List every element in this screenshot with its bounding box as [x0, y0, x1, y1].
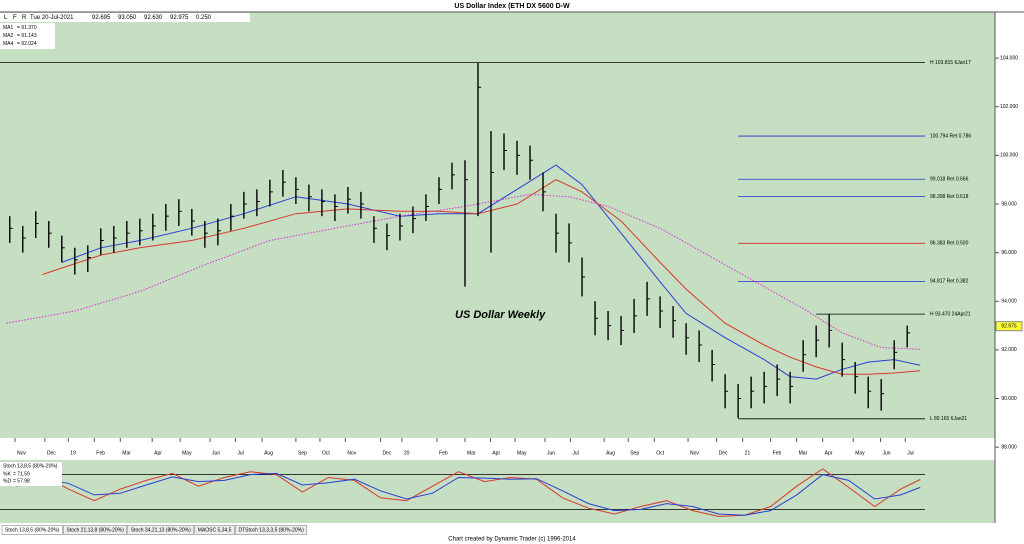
quote-value: 92.975 [170, 15, 189, 21]
x-tick-label: Dec [719, 450, 728, 456]
quote-value: 92.630 [144, 15, 163, 21]
legend-name: MA4 [3, 41, 14, 47]
indicator-panel [0, 460, 995, 523]
x-tick-label: Jun [883, 450, 891, 456]
y-tick-label: 92.000 [1001, 347, 1017, 353]
x-tick-label: Oct [656, 450, 664, 456]
y-tick-label: 94.000 [1001, 299, 1017, 305]
level-label: H 93.470 24Apr21 [930, 311, 971, 317]
annotation: US Dollar Weekly [455, 309, 546, 321]
x-tick-label: Mar [122, 450, 131, 456]
x-tick-label: Aug [606, 450, 615, 456]
tab[interactable] [235, 525, 308, 535]
indicator-line [16, 468, 921, 517]
indicator-legend-value: = 71.59 [13, 471, 30, 477]
tab[interactable] [194, 525, 235, 535]
quote-bar [0, 13, 250, 22]
x-tick-label: 19 [70, 450, 76, 456]
legend-value: = 91.143 [17, 33, 37, 39]
level-label: 94.817 Ret 0.382 [930, 279, 969, 285]
level-label: 96.383 Ret 0.500 [930, 241, 969, 247]
y-tick-label: 88.000 [1001, 444, 1017, 450]
quote-date: Tue 20-Jul-2021 [30, 15, 74, 21]
tab[interactable] [127, 525, 195, 535]
x-tick-label: Jul [237, 450, 243, 456]
indicator-legend-box [0, 462, 62, 486]
tab-label[interactable]: DTStoch 13,3,3,5 (80%-20%) [238, 527, 304, 533]
x-tick-label: Jul [907, 450, 913, 456]
level-label: L 89.165 6Jan21 [930, 416, 967, 422]
price-marker [995, 321, 1023, 332]
x-tick-label: Sep [298, 450, 307, 456]
x-tick-label: Apr [154, 450, 162, 456]
x-tick-label: Feb [96, 450, 105, 456]
x-tick-label: Jun [212, 450, 220, 456]
x-tick-label: Apr [825, 450, 833, 456]
toolbar-button[interactable]: R [22, 15, 27, 21]
x-tick-label: Nov [17, 450, 26, 456]
y-tick-label: 96.000 [1001, 250, 1017, 256]
quote-value: 92.695 [92, 15, 111, 21]
x-tick-label: Dec [382, 450, 391, 456]
moving-average [42, 179, 921, 375]
x-tick-label: Jul [572, 450, 578, 456]
indicator-name: Stoch 13,8,5 (80%-20%) [3, 463, 58, 469]
quote-value: 0.250 [196, 15, 212, 21]
date-axis-band [0, 438, 995, 460]
indicator-line [16, 472, 921, 516]
price-marker-label: 92.975 [1001, 324, 1017, 330]
tab-label[interactable]: Stoch 34,21,13 (80%-20%) [131, 527, 191, 533]
x-tick-label: Aug [264, 450, 273, 456]
indicator-legend-name: %K [3, 471, 11, 477]
legend-name: MA1 [3, 25, 14, 31]
toolbar-button[interactable]: F [13, 15, 17, 21]
moving-average [6, 193, 921, 350]
x-tick-label: Apr [492, 450, 500, 456]
tab[interactable] [1, 525, 63, 535]
level-label: 100.794 Ret 0.786 [930, 133, 971, 139]
y-tick-label: 98.000 [1001, 201, 1017, 207]
tab-label[interactable]: MAOSC 5,34,5 [198, 527, 232, 533]
x-tick-label: Nov [347, 450, 356, 456]
chart-title: US Dollar Index (ETH DX 5600 D-W [454, 3, 570, 10]
y-tick-label: 90.000 [1001, 396, 1017, 402]
x-tick-label: 21 [745, 450, 751, 456]
y-tick-label: 104.000 [1000, 55, 1018, 61]
x-tick-label: May [517, 450, 527, 456]
x-tick-label: 20 [404, 450, 410, 456]
moving-average [61, 164, 921, 380]
level-label: 99.018 Ret 0.666 [930, 177, 969, 183]
tab-label[interactable]: Stoch 13,8,5 (80%-20%) [5, 527, 60, 533]
legend-name: MA2 [3, 33, 14, 39]
x-tick-label: Jun [547, 450, 555, 456]
x-tick-label: Mar [467, 450, 476, 456]
footer: Chart created by Dynamic Trader (c) 1996… [448, 537, 576, 543]
x-tick-label: Dec [47, 450, 56, 456]
tab-label[interactable]: Stoch 21,13,8 (80%-20%) [66, 527, 124, 533]
x-tick-label: Nov [690, 450, 699, 456]
level-label: 98.308 Ret 0.618 [930, 194, 969, 200]
y-tick-label: 100.000 [1000, 153, 1018, 159]
x-tick-label: Feb [439, 450, 448, 456]
indicator-legend-value: = 57.98 [13, 478, 30, 484]
x-tick-label: May [855, 450, 865, 456]
tab[interactable] [63, 525, 128, 535]
legend-value: = 92.024 [17, 41, 37, 47]
toolbar-button[interactable]: L [4, 15, 8, 21]
x-tick-label: May [182, 450, 192, 456]
level-label: H 103.815 6Jan17 [930, 60, 971, 66]
x-tick-label: Sep [630, 450, 639, 456]
x-tick-label: Feb [773, 450, 782, 456]
legend-box [0, 23, 55, 49]
quote-value: 93.050 [118, 15, 137, 21]
x-tick-label: Mar [799, 450, 808, 456]
legend-value: = 91.370 [17, 25, 37, 31]
indicator-legend-name: %D [3, 478, 11, 484]
y-tick-label: 102.000 [1000, 104, 1018, 110]
x-tick-label: Oct [322, 450, 330, 456]
